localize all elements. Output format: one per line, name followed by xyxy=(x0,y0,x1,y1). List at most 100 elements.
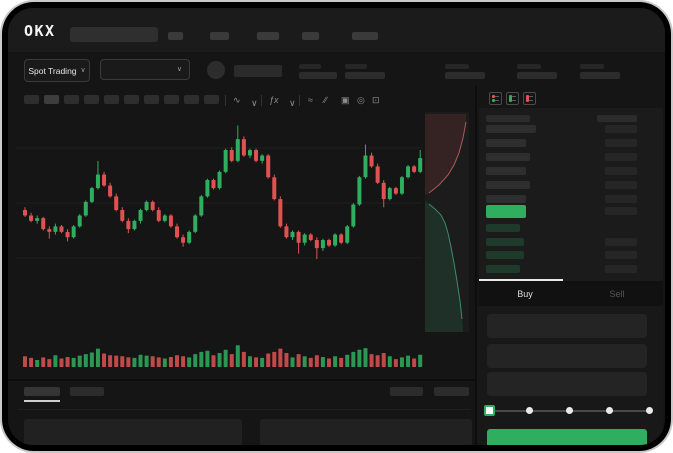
toolbar-separator xyxy=(261,95,262,106)
amount-skeleton xyxy=(605,181,637,189)
pair-selector-dropdown[interactable]: ∨ xyxy=(100,59,190,80)
buy-submit-button[interactable] xyxy=(487,429,647,445)
nav-item-skeleton[interactable] xyxy=(210,32,229,40)
volume-bar xyxy=(65,356,70,367)
volume-bar xyxy=(272,351,277,367)
timeframe-button[interactable] xyxy=(64,95,79,104)
nav-item-skeleton[interactable] xyxy=(352,32,378,40)
candle-body xyxy=(375,166,380,183)
bottom-action-skeleton[interactable] xyxy=(434,387,469,396)
slider-step-dot[interactable] xyxy=(565,407,573,414)
candlestick-chart[interactable] xyxy=(8,108,478,378)
order-book-row[interactable] xyxy=(479,153,663,162)
order-book-row[interactable] xyxy=(479,139,663,148)
book-asks-icon[interactable] xyxy=(523,92,536,105)
nav-item-skeleton[interactable] xyxy=(302,32,319,40)
volume-bar xyxy=(83,354,88,367)
timeframe-button[interactable] xyxy=(44,95,59,104)
order-book-row[interactable] xyxy=(479,167,663,176)
bottom-tab-skeleton[interactable] xyxy=(70,387,104,396)
candle-body xyxy=(71,226,76,238)
volume-bar xyxy=(162,358,167,367)
timeframe-button[interactable] xyxy=(84,95,99,104)
order-book-row[interactable] xyxy=(479,264,663,274)
order-book-row[interactable] xyxy=(479,251,663,260)
book-bids-icon[interactable] xyxy=(506,92,519,105)
volume-bar xyxy=(345,354,350,367)
timeframe-button[interactable] xyxy=(124,95,139,104)
stat-value-skeleton xyxy=(445,72,485,79)
fullscreen-icon[interactable]: ⊡ xyxy=(372,95,380,105)
tab-buy[interactable]: Buy xyxy=(517,288,533,299)
app-screen: OKX Spot Trading ∨ ∨ ∿ ∨ xyxy=(8,8,665,445)
timeframe-button[interactable] xyxy=(144,95,159,104)
candle-body xyxy=(406,166,411,178)
okx-logo[interactable]: OKX xyxy=(24,22,56,40)
stat-value-skeleton xyxy=(299,72,337,79)
bottom-tab-skeleton[interactable] xyxy=(24,387,60,396)
slider-step-dot[interactable] xyxy=(605,407,613,414)
volume-bar xyxy=(89,352,94,367)
candle-body xyxy=(266,155,271,178)
slider-handle[interactable] xyxy=(484,405,495,416)
candle-body xyxy=(223,150,228,172)
coin-avatar xyxy=(207,61,225,79)
volume-bar xyxy=(296,354,301,367)
slider-step-dot[interactable] xyxy=(525,407,533,414)
indicators-fx-icon[interactable]: ƒx xyxy=(269,95,279,105)
volume-bar xyxy=(235,345,240,367)
chevron-down-icon[interactable]: ∨ xyxy=(251,98,258,108)
book-both-icon[interactable] xyxy=(489,92,502,105)
chevron-down-icon[interactable]: ∨ xyxy=(289,98,296,108)
order-book-row[interactable] xyxy=(479,237,663,247)
candle-body xyxy=(217,171,222,189)
nav-item-skeleton[interactable] xyxy=(257,32,279,40)
order-book-row[interactable] xyxy=(479,181,663,190)
nav-item-skeleton[interactable] xyxy=(168,32,183,40)
draw-tool-icon[interactable]: ∕∕ xyxy=(324,95,328,105)
search-input[interactable] xyxy=(70,27,158,42)
price-skeleton xyxy=(486,224,520,232)
market-type-selector[interactable]: Spot Trading ∨ xyxy=(24,59,90,82)
stat-label-skeleton xyxy=(445,64,469,69)
line-tool-icon[interactable]: ≈ xyxy=(308,95,313,105)
volume-bar xyxy=(205,350,210,367)
timeframe-button[interactable] xyxy=(104,95,119,104)
amount-skeleton xyxy=(605,207,637,215)
total-input[interactable] xyxy=(487,372,647,396)
settings-icon[interactable]: ◎ xyxy=(357,95,365,105)
screenshot-icon[interactable]: ▣ xyxy=(341,95,350,105)
amount-slider[interactable] xyxy=(484,402,654,418)
amount-input[interactable] xyxy=(487,344,647,368)
candle-style-icon[interactable]: ∿ xyxy=(233,95,241,105)
volume-bar xyxy=(320,356,325,367)
volume-bar xyxy=(393,359,398,367)
timeframe-button[interactable] xyxy=(24,95,39,104)
section-divider xyxy=(18,409,471,410)
stat-value-skeleton xyxy=(580,72,620,79)
candle-body xyxy=(47,229,52,232)
order-book-row[interactable] xyxy=(479,195,663,204)
last-price-highlight[interactable] xyxy=(486,205,526,218)
volume-bar xyxy=(47,359,52,367)
depth-asks-line xyxy=(428,121,467,194)
order-book-row[interactable] xyxy=(479,125,663,134)
slider-step-dot[interactable] xyxy=(645,407,653,414)
timeframe-button[interactable] xyxy=(184,95,199,104)
candle-body xyxy=(369,155,374,167)
price-input[interactable] xyxy=(487,314,647,338)
panel-divider xyxy=(475,86,477,445)
candle-body xyxy=(132,220,137,230)
depth-bids-line xyxy=(428,203,463,320)
amount-skeleton xyxy=(605,264,637,273)
order-book-panel xyxy=(479,108,663,281)
timeframe-button[interactable] xyxy=(204,95,219,104)
order-book-row[interactable] xyxy=(479,224,663,233)
volume-bar xyxy=(126,357,131,367)
candle-body xyxy=(187,231,192,243)
timeframe-button[interactable] xyxy=(164,95,179,104)
bottom-action-skeleton[interactable] xyxy=(390,387,423,396)
candle-body xyxy=(241,139,246,156)
tab-sell[interactable]: Sell xyxy=(609,288,625,299)
volume-bar xyxy=(357,349,362,367)
